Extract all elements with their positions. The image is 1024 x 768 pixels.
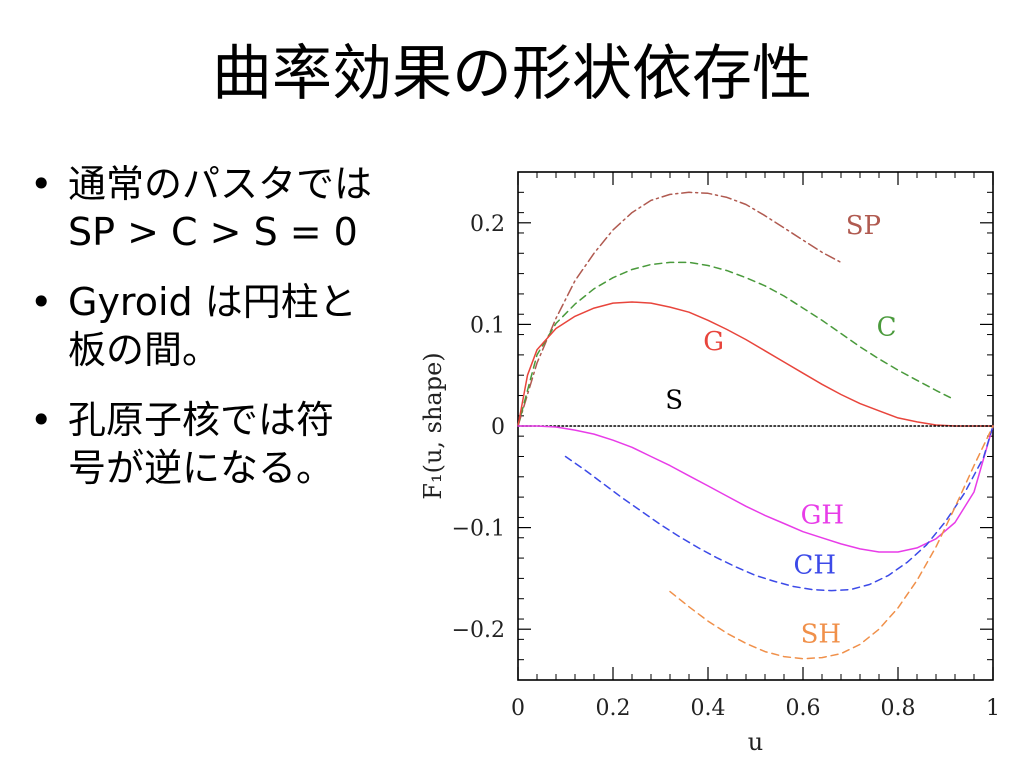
curve-label-g: G	[703, 327, 724, 357]
slide-title: 曲率効果の形状依存性	[212, 39, 812, 109]
curve-label-c: C	[877, 313, 897, 343]
bullet-list: • 通常のパスタでは SP > C > S = 0 • Gyroid は円柱と …	[28, 160, 418, 514]
series-line-g	[517, 301, 994, 427]
bullet-text: Gyroid は円柱と	[68, 280, 357, 324]
series-line-c	[517, 261, 952, 427]
bullet-item: • 通常のパスタでは SP > C > S = 0	[28, 160, 418, 256]
y-tick-label: −0.1	[452, 517, 505, 542]
x-tick-label: 0	[511, 696, 525, 721]
y-tick-label: 0.1	[470, 313, 505, 338]
curve-label-ch: CH	[794, 550, 837, 580]
y-tick-label: 0.2	[470, 212, 505, 237]
series-line-sp	[517, 191, 842, 427]
y-tick-label: −0.2	[452, 618, 505, 643]
x-tick-label: 0.4	[691, 696, 726, 721]
curve-label-gh: GH	[801, 501, 844, 531]
bullet-item: • Gyroid は円柱と 板の間。	[28, 278, 418, 374]
y-tick-label: 0	[491, 415, 505, 440]
bullet-text: 板の間。	[68, 328, 221, 372]
bullet-text: 号が逆になる。	[68, 446, 335, 490]
curve-label-sp: SP	[846, 211, 881, 241]
bullet-text: 通常のパスタでは	[68, 162, 373, 206]
bullet-text: 孔原子核では符	[68, 398, 335, 442]
series-line-sh	[669, 425, 994, 660]
x-tick-label: 0.8	[881, 696, 916, 721]
curve-label-sh: SH	[801, 619, 842, 649]
curvature-chart: 0 0.2 0.4 0.6 0.8 1 −0.2 −0.1 0 0.1 0.2 u F₁(u, shap…	[419, 171, 1000, 756]
y-axis-label: F₁(u, shape)	[419, 352, 447, 499]
series-line-ch	[564, 425, 994, 592]
bullet-dot: •	[30, 280, 53, 324]
bullet-dot: •	[30, 398, 53, 442]
curve-label-s: S	[665, 386, 683, 416]
bullet-dot: •	[30, 162, 53, 206]
x-tick-label: 0.2	[596, 696, 631, 721]
x-tick-label: 0.6	[786, 696, 821, 721]
x-axis-label: u	[748, 728, 763, 756]
series-line-gh	[517, 425, 994, 553]
bullet-item: • 孔原子核では符 号が逆になる。	[28, 396, 418, 492]
x-tick-label: 1	[986, 696, 1000, 721]
bullet-text: SP > C > S = 0	[68, 210, 358, 254]
